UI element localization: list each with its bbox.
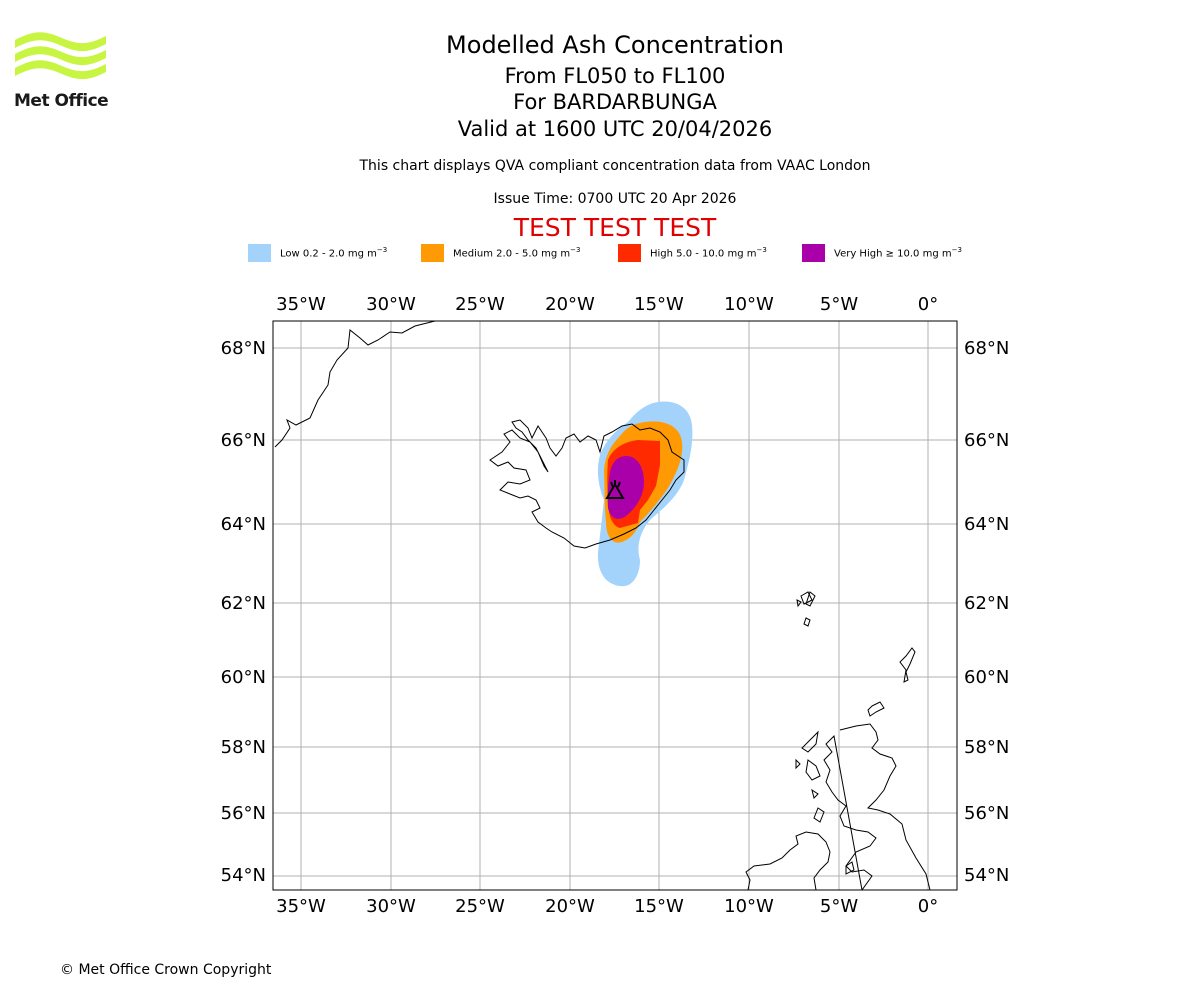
lat-tick-60n: 60°N bbox=[221, 667, 266, 688]
test-banner: TEST TEST TEST bbox=[513, 213, 717, 242]
lat-tick-64n: 64°N bbox=[221, 514, 266, 535]
lon-tick-0-bottom: 0° bbox=[918, 896, 938, 917]
coastline-hebrides-3 bbox=[795, 758, 801, 770]
lon-tick-30w-bottom: 30°W bbox=[366, 896, 416, 917]
graticule bbox=[273, 321, 957, 890]
lat-tick-62n-right: 62°N bbox=[964, 593, 1009, 614]
coastline-faroe-4 bbox=[796, 599, 802, 608]
legend-swatch-medium bbox=[421, 244, 444, 262]
coastline-faroe-3 bbox=[803, 617, 811, 627]
lon-tick-25w: 25°W bbox=[455, 294, 505, 315]
lat-tick-56n-right: 56°N bbox=[964, 803, 1009, 824]
lat-labels-left: 68°N 66°N 64°N 62°N 60°N 58°N 56°N 54°N bbox=[221, 338, 266, 886]
legend-label-low: Low 0.2 - 2.0 mg m−3 bbox=[280, 246, 388, 260]
legend-label-high: High 5.0 - 10.0 mg m−3 bbox=[650, 246, 767, 260]
coastline-hebrides-2 bbox=[805, 759, 821, 781]
lat-tick-64n-right: 64°N bbox=[964, 514, 1009, 535]
lat-tick-66n-right: 66°N bbox=[964, 430, 1009, 451]
lat-tick-68n-right: 68°N bbox=[964, 338, 1009, 359]
legend-swatch-low bbox=[248, 244, 271, 262]
qva-note: This chart displays QVA compliant concen… bbox=[359, 158, 871, 174]
lon-tick-35w-bottom: 35°W bbox=[276, 896, 326, 917]
coastline-orkney bbox=[867, 701, 885, 717]
coastline-shetland bbox=[899, 647, 916, 683]
lon-tick-25w-bottom: 25°W bbox=[455, 896, 505, 917]
lat-tick-60n-right: 60°N bbox=[964, 667, 1009, 688]
chart-title: Modelled Ash Concentration bbox=[446, 31, 784, 59]
coastline-isle-of-man bbox=[845, 861, 855, 875]
lon-tick-30w: 30°W bbox=[366, 294, 416, 315]
lat-labels-right: 68°N 66°N 64°N 62°N 60°N 58°N 56°N 54°N bbox=[964, 338, 1009, 886]
lon-tick-35w: 35°W bbox=[276, 294, 326, 315]
lat-tick-62n: 62°N bbox=[221, 593, 266, 614]
lon-tick-20w-bottom: 20°W bbox=[545, 896, 595, 917]
coastline-greenland bbox=[274, 321, 436, 448]
lat-tick-68n: 68°N bbox=[221, 338, 266, 359]
map-frame bbox=[272, 320, 958, 891]
legend-label-very-high: Very High ≥ 10.0 mg m−3 bbox=[834, 246, 962, 260]
valid-time: Valid at 1600 UTC 20/04/2026 bbox=[457, 117, 773, 141]
lat-tick-56n: 56°N bbox=[221, 803, 266, 824]
coastline-hebrides-4 bbox=[811, 788, 819, 799]
coastline-britain bbox=[823, 723, 931, 890]
lon-tick-15w: 15°W bbox=[634, 294, 684, 315]
lon-labels-top: 35°W 30°W 25°W 20°W 15°W 10°W 5°W 0° bbox=[276, 294, 938, 315]
coastline-hebrides-5 bbox=[813, 807, 825, 823]
issue-time: Issue Time: 0700 UTC 20 Apr 2026 bbox=[493, 191, 737, 207]
coastline-ireland bbox=[745, 831, 831, 890]
legend-swatch-very-high bbox=[802, 244, 825, 262]
legend-label-medium: Medium 2.0 - 5.0 mg m−3 bbox=[453, 246, 581, 260]
coastline-faroe-1 bbox=[800, 591, 813, 605]
lat-tick-54n: 54°N bbox=[221, 865, 266, 886]
lon-tick-5w-bottom: 5°W bbox=[820, 896, 858, 917]
coastline-hebrides-1 bbox=[801, 730, 819, 753]
lon-tick-10w: 10°W bbox=[724, 294, 774, 315]
volcano-marker bbox=[605, 480, 625, 499]
legend-swatch-high bbox=[618, 244, 641, 262]
lon-tick-10w-bottom: 10°W bbox=[724, 896, 774, 917]
ash-area-very-high bbox=[607, 456, 644, 519]
lat-tick-58n: 58°N bbox=[221, 737, 266, 758]
lat-tick-66n: 66°N bbox=[221, 430, 266, 451]
flight-levels: From FL050 to FL100 bbox=[504, 64, 726, 88]
lon-tick-0: 0° bbox=[918, 294, 938, 315]
copyright-notice: © Met Office Crown Copyright bbox=[60, 962, 272, 978]
volcano-name: For BARDARBUNGA bbox=[513, 90, 717, 114]
lon-labels-bottom: 35°W 30°W 25°W 20°W 15°W 10°W 5°W 0° bbox=[276, 896, 938, 917]
lon-tick-15w-bottom: 15°W bbox=[634, 896, 684, 917]
met-office-logo-text: Met Office bbox=[14, 91, 109, 111]
lon-tick-20w: 20°W bbox=[545, 294, 595, 315]
met-office-logo bbox=[15, 32, 106, 80]
coastlines bbox=[274, 321, 931, 890]
lon-tick-5w: 5°W bbox=[820, 294, 858, 315]
lat-tick-54n-right: 54°N bbox=[964, 865, 1009, 886]
coastline-iceland bbox=[489, 419, 685, 549]
coastline-faroe-2 bbox=[805, 591, 816, 607]
lat-tick-58n-right: 58°N bbox=[964, 737, 1009, 758]
